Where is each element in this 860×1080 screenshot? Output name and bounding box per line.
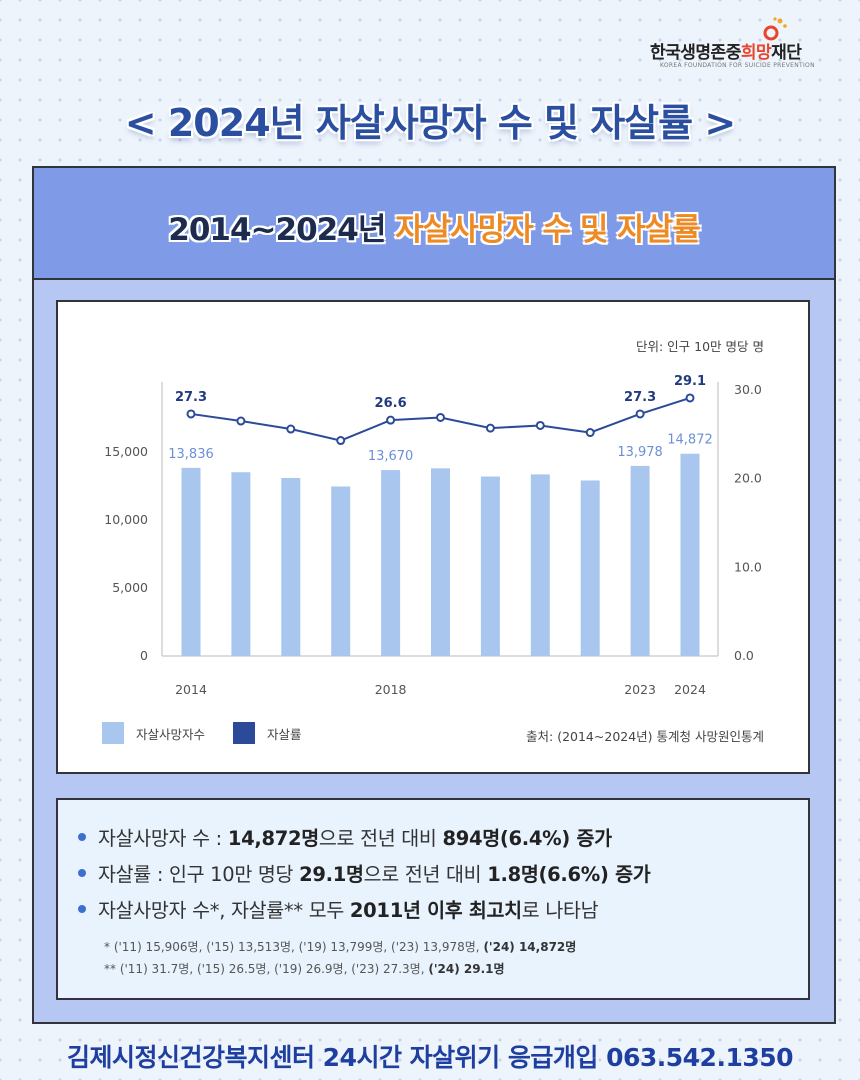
rate-value-label: 26.6 (375, 396, 407, 411)
footnote-rate: ** ('11) 31.7명, ('15) 26.5명, ('19) 26.9명… (104, 962, 505, 976)
chart-legend: 자살사망자수 자살률 (102, 722, 302, 744)
bar-value-label: 13,978 (617, 445, 663, 460)
bullet-dot (78, 904, 86, 913)
footnote-deaths: * ('11) 15,906명, ('15) 13,513명, ('19) 13… (104, 940, 577, 954)
bullet-dot (78, 868, 86, 877)
rate-value-label: 29.1 (674, 374, 706, 389)
summary-box: 자살사망자 수 : 14,872명으로 전년 대비 894명(6.4%) 증가 … (56, 798, 810, 1000)
y-left-tick-label: 0 (140, 648, 148, 663)
x-tick-label: 2024 (674, 682, 706, 697)
bar-2014 (181, 467, 201, 656)
summary-bullet-deaths: 자살사망자 수 : 14,872명으로 전년 대비 894명(6.4%) 증가 (78, 822, 612, 851)
y-right-tick-label: 0.0 (734, 648, 754, 663)
bar-value-label: 13,670 (368, 449, 414, 464)
page-title: < 2024년 자살사망자 수 및 자살률 > (124, 101, 736, 145)
y-right-tick-label: 20.0 (734, 471, 762, 486)
summary-bullet-rate: 자살률 : 인구 10만 명당 29.1명으로 전년 대비 1.8명(6.6%)… (78, 858, 651, 887)
crisis-hotline-footer: 김제시정신건강복지센터 24시간 자살위기 응급개입 063.542.1350 (66, 1043, 794, 1072)
bar-value-label: 14,872 (667, 433, 713, 448)
rate-point-2019 (436, 412, 445, 422)
rate-point-2014 (186, 409, 196, 419)
rate-point-2021 (535, 420, 545, 430)
source-label: 출처: (2014~2024년) 통계청 사망원인통계 (526, 729, 764, 744)
chart-card: 단위: 인구 10만 명당 명 0 5,000 10,000 15,000 0.0 10.… (56, 300, 810, 774)
rate-point-2020 (485, 423, 495, 433)
x-tick-label: 2018 (375, 682, 407, 697)
bar-2023 (630, 465, 650, 656)
logo-english-name: KOREA FOUNDATION FOR SUICIDE PREVENTION (660, 62, 815, 69)
bar-2018 (381, 470, 401, 656)
x-tick-label: 2014 (175, 682, 207, 697)
bar-2021 (530, 474, 550, 656)
legend-bar-swatch (102, 722, 124, 744)
logo-name: 한국생명존중희망재단 (650, 43, 802, 63)
rate-value-label: 27.3 (175, 390, 207, 405)
rate-value-label: 27.3 (624, 390, 656, 405)
y-left-tick-label: 15,000 (104, 444, 148, 459)
summary-bullet-record: 자살사망자 수*, 자살률** 모두 2011년 이후 최고치로 나타남 (78, 894, 599, 923)
bar-value-label: 13,836 (168, 447, 214, 462)
rate-point-2017 (336, 436, 346, 446)
legend-line-swatch (233, 722, 256, 744)
y-right-tick-label: 30.0 (734, 382, 762, 397)
bar-2017 (331, 486, 351, 656)
bar-2022 (580, 480, 600, 656)
panel-header: 2014~2024년 자살사망자 수 및 자살률 (34, 168, 834, 280)
unit-label: 단위: 인구 10만 명당 명 (635, 339, 764, 354)
rate-point-2023 (635, 409, 645, 419)
legend-line-label: 자살률 (267, 726, 302, 742)
rate-point-2016 (286, 424, 296, 434)
bullet-dot (78, 832, 86, 841)
y-left-tick-label: 10,000 (104, 512, 148, 527)
rate-point-2024 (685, 393, 695, 403)
rate-point-2015 (236, 416, 246, 426)
foundation-logo: 한국생명존중희망재단 KOREA FOUNDATION FOR SUICIDE … (640, 12, 840, 72)
x-tick-label: 2023 (624, 682, 656, 697)
bar-2015 (231, 472, 251, 656)
chart-section-title: 2014~2024년 자살사망자 수 및 자살률 (168, 212, 700, 248)
rate-point-2022 (585, 428, 595, 438)
bar-2016 (281, 477, 301, 656)
rate-point-2018 (386, 415, 396, 425)
y-left-tick-label: 5,000 (112, 580, 148, 595)
y-right-tick-label: 10.0 (734, 559, 762, 574)
combo-chart: 0 5,000 10,000 15,000 0.0 10.0 20.0 30.0 13,836 1… (104, 374, 762, 697)
bar-2020 (480, 476, 500, 656)
bar-2019 (431, 468, 450, 656)
logo-flame-icon (763, 17, 787, 41)
legend-bar-label: 자살사망자수 (136, 726, 206, 742)
bar-2024 (680, 453, 700, 656)
